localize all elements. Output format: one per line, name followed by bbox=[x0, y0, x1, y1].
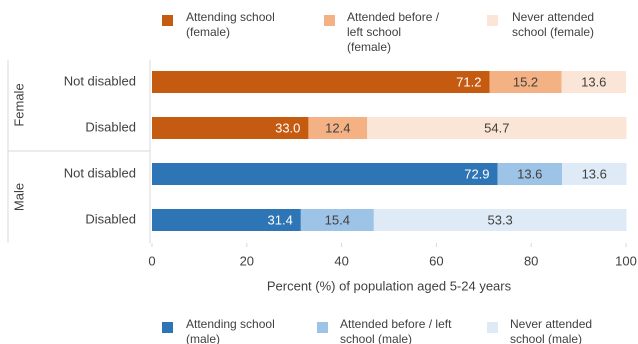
data-label: 12.4 bbox=[325, 120, 350, 135]
bar-segment bbox=[152, 209, 301, 231]
data-label: 13.6 bbox=[582, 166, 607, 181]
legend-swatch bbox=[162, 15, 173, 26]
data-label: 53.3 bbox=[487, 212, 512, 227]
y-tick-label: Not disabled bbox=[64, 165, 136, 180]
legend-label: Never attended school (female) bbox=[512, 10, 595, 39]
legend-swatch bbox=[487, 15, 498, 26]
data-label: 15.4 bbox=[325, 212, 350, 227]
x-tick-label: 60 bbox=[429, 253, 443, 268]
group-label: Male bbox=[11, 183, 26, 211]
x-tick-label: 40 bbox=[334, 253, 348, 268]
bar-segment bbox=[152, 71, 490, 93]
y-tick-label: Disabled bbox=[85, 211, 136, 226]
legend-label: Attending school (female) bbox=[186, 10, 275, 39]
data-label: 33.0 bbox=[275, 120, 300, 135]
legend-swatch bbox=[324, 15, 335, 26]
x-tick-label: 80 bbox=[524, 253, 538, 268]
bar-segment bbox=[308, 117, 368, 139]
bar-segment bbox=[373, 209, 627, 231]
legend-swatch bbox=[162, 322, 173, 333]
bar-segment bbox=[152, 117, 309, 139]
data-label: 71.2 bbox=[456, 74, 481, 89]
legend-swatch bbox=[317, 322, 328, 333]
y-tick-label: Not disabled bbox=[64, 73, 136, 88]
bar-segment bbox=[367, 117, 627, 139]
legend-label: Never attended school (male) bbox=[510, 317, 593, 344]
data-label: 72.9 bbox=[464, 166, 489, 181]
x-tick-label: 20 bbox=[240, 253, 254, 268]
legend-swatch bbox=[487, 322, 498, 333]
data-label: 54.7 bbox=[484, 120, 509, 135]
bar-segment bbox=[152, 163, 498, 185]
bar-segment bbox=[562, 163, 627, 185]
group-label: Female bbox=[11, 83, 26, 126]
x-tick-label: 100 bbox=[615, 253, 637, 268]
y-tick-label: Disabled bbox=[85, 119, 136, 134]
x-axis-label: Percent (%) of population aged 5-24 year… bbox=[267, 278, 512, 293]
data-label: 13.6 bbox=[581, 74, 606, 89]
bar-segment bbox=[300, 209, 374, 231]
data-label: 13.6 bbox=[517, 166, 542, 181]
legend-label: Attended before / left school (female) bbox=[347, 10, 440, 54]
bar-segment bbox=[497, 163, 563, 185]
x-tick-label: 0 bbox=[148, 253, 155, 268]
bar-segment bbox=[489, 71, 562, 93]
legend-label: Attended before / left school (male) bbox=[340, 317, 452, 344]
data-label: 31.4 bbox=[268, 212, 293, 227]
data-label: 15.2 bbox=[513, 74, 538, 89]
bar-segment bbox=[561, 71, 626, 93]
legend-label: Attending school (male) bbox=[186, 317, 275, 344]
